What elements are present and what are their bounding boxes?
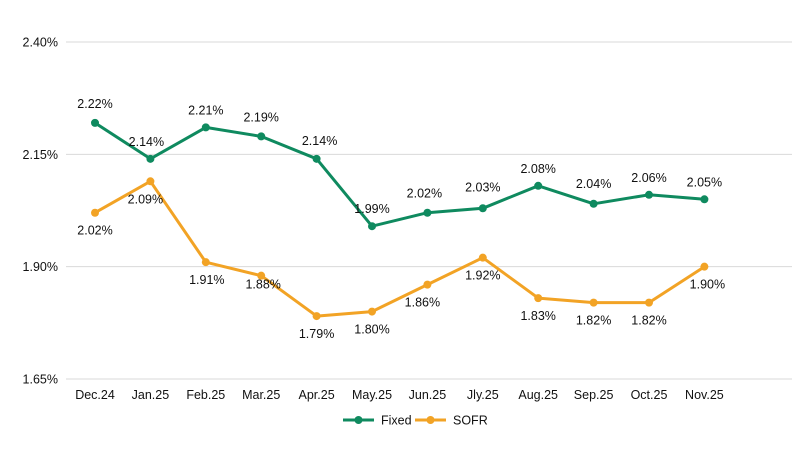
x-tick-label: Mar.25 [242, 388, 280, 402]
data-point-fixed [257, 132, 266, 141]
x-tick-label: Nov.25 [685, 388, 724, 402]
y-tick-label: 2.15% [23, 148, 58, 162]
data-point-sofr [700, 262, 709, 271]
data-point-fixed [589, 199, 598, 208]
data-point-sofr [257, 271, 266, 280]
gridlines [66, 41, 792, 380]
data-label-fixed: 2.22% [77, 97, 112, 111]
data-point-sofr [645, 298, 653, 307]
legend-item-sofr: SOFR [415, 414, 488, 428]
data-label-sofr: 1.82% [631, 314, 666, 328]
data-point-fixed [700, 195, 709, 204]
data-label-sofr: 1.92% [465, 269, 500, 283]
data-label-sofr: 1.91% [189, 273, 224, 287]
y-tick-label: 1.90% [23, 260, 58, 274]
data-point-fixed [312, 154, 321, 163]
data-point-fixed [645, 190, 653, 199]
data-point-sofr [312, 312, 321, 321]
data-point-sofr [589, 298, 598, 307]
data-point-sofr [201, 258, 210, 267]
data-label-sofr: 1.88% [245, 278, 280, 292]
series-fixed [91, 118, 709, 231]
y-tick-label: 1.65% [23, 373, 58, 387]
legend-item-fixed: Fixed [343, 414, 412, 428]
data-label-fixed: 2.03% [465, 180, 500, 194]
data-point-sofr [478, 253, 487, 262]
data-point-fixed [423, 208, 432, 217]
data-label-sofr: 1.86% [405, 296, 440, 310]
data-point-fixed [201, 123, 210, 132]
legend-label: Fixed [381, 414, 412, 428]
legend: Fixed SOFR [343, 414, 488, 428]
x-tick-label: Sep.25 [574, 388, 614, 402]
series [91, 118, 709, 321]
data-label-fixed: 2.21% [188, 103, 223, 117]
series-line-sofr [93, 179, 706, 318]
data-label-fixed: 2.19% [243, 110, 278, 124]
y-axis: 2.40% 2.15% 1.90% 1.65% [23, 36, 58, 387]
x-tick-label: Jly.25 [467, 388, 499, 402]
data-label-fixed: 2.14% [302, 134, 337, 148]
data-point-fixed [478, 204, 487, 213]
legend-marker [426, 416, 435, 424]
data-label-fixed: 2.08% [520, 162, 555, 176]
data-label-sofr: 1.90% [690, 278, 725, 292]
data-point-sofr [368, 307, 376, 316]
x-tick-label: Feb.25 [186, 388, 225, 402]
x-tick-label: Jan.25 [132, 388, 170, 402]
data-label-fixed: 2.04% [576, 177, 611, 191]
data-point-fixed [534, 181, 543, 190]
legend-label: SOFR [453, 414, 488, 428]
data-point-fixed [91, 118, 99, 127]
x-tick-label: Dec.24 [75, 388, 115, 402]
data-label-fixed: 2.05% [687, 175, 722, 189]
x-tick-label: Apr.25 [299, 388, 335, 402]
data-point-sofr [423, 280, 432, 289]
x-tick-label: May.25 [352, 388, 392, 402]
x-tick-label: Oct.25 [631, 388, 668, 402]
data-labels: 2.22% 2.14% 2.21% 2.19% 2.14% 1.99% 2.02% 2.03%… [77, 97, 725, 341]
data-point-sofr [534, 294, 543, 303]
data-label-sofr: 2.09% [128, 192, 163, 206]
data-label-fixed: 2.02% [407, 187, 442, 201]
x-tick-label: Aug.25 [518, 388, 558, 402]
data-label-fixed: 2.14% [129, 135, 164, 149]
data-label-sofr: 1.82% [576, 314, 611, 328]
data-point-sofr [91, 208, 99, 217]
data-label-fixed: 1.99% [354, 202, 389, 216]
data-label-sofr: 1.83% [520, 309, 555, 323]
y-tick-label: 2.40% [23, 36, 58, 50]
x-tick-label: Jun.25 [409, 388, 447, 402]
series-line-fixed [93, 121, 706, 228]
data-point-fixed [146, 154, 155, 163]
legend-marker [354, 416, 363, 424]
data-point-sofr [146, 177, 155, 186]
data-point-fixed [368, 222, 376, 231]
data-label-sofr: 1.79% [299, 327, 334, 341]
x-axis: Dec.24 Jan.25 Feb.25 Mar.25 Apr.25 May.25 Jun.… [75, 388, 724, 402]
series-sofr [91, 177, 709, 321]
data-label-fixed: 2.06% [631, 171, 666, 185]
data-label-sofr: 2.02% [77, 224, 112, 238]
data-label-sofr: 1.80% [354, 323, 389, 337]
